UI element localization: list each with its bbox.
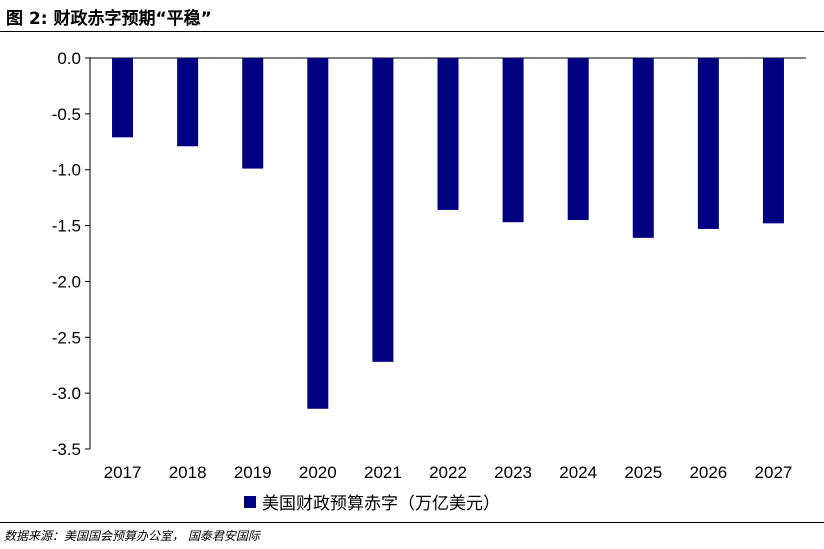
title-divider: [0, 31, 824, 32]
x-tick-label: 2023: [494, 463, 532, 482]
x-tick-label: 2022: [429, 463, 467, 482]
x-tick-label: 2018: [169, 463, 207, 482]
y-axis-ticks: 0.0 -0.5 -1.0 -1.5 -2.0 -2.5 -3.0 -3.5: [52, 49, 90, 459]
x-tick-label: 2017: [104, 463, 142, 482]
footer-divider: [0, 522, 824, 523]
bar-2018: [177, 58, 199, 147]
chart-legend: 美国财政预算赤字（万亿美元）: [244, 494, 500, 514]
y-tick-label: -2.0: [52, 272, 81, 291]
bar-2023: [502, 58, 524, 223]
x-tick-label: 2024: [559, 463, 597, 482]
y-tick-label: -3.5: [52, 440, 81, 459]
x-tick-label: 2019: [234, 463, 272, 482]
source-note: 数据来源：美国国会预算办公室， 国泰君安国际: [4, 529, 260, 543]
y-tick-label: -1.0: [52, 161, 81, 180]
x-tick-label: 2021: [364, 463, 402, 482]
figure-title: 图 2: 财政赤字预期“平稳”: [6, 9, 212, 29]
y-tick-label: 0.0: [57, 49, 81, 68]
x-tick-label: 2025: [624, 463, 662, 482]
x-tick-label: 2020: [299, 463, 337, 482]
x-tick-label: 2027: [755, 463, 793, 482]
chart-bars: [112, 58, 784, 409]
bar-2022: [437, 58, 459, 210]
bar-2020: [307, 58, 329, 409]
y-tick-label: -2.5: [52, 328, 81, 347]
bar-2021: [372, 58, 394, 362]
y-tick-label: -0.5: [52, 105, 81, 124]
bar-2017: [112, 58, 134, 138]
x-tick-label: 2026: [689, 463, 727, 482]
legend-label: 美国财政预算赤字（万亿美元）: [262, 494, 500, 514]
bar-2024: [567, 58, 589, 220]
bar-2026: [697, 58, 719, 229]
y-tick-label: -1.5: [52, 217, 81, 236]
bar-2019: [242, 58, 264, 169]
x-axis-ticks: 2017 2018 2019 2020 2021 2022 2023 2024 2025 2026…: [104, 463, 793, 482]
legend-swatch: [244, 496, 256, 508]
bar-2027: [762, 58, 784, 224]
bar-2025: [632, 58, 654, 238]
y-tick-label: -3.0: [52, 384, 81, 403]
